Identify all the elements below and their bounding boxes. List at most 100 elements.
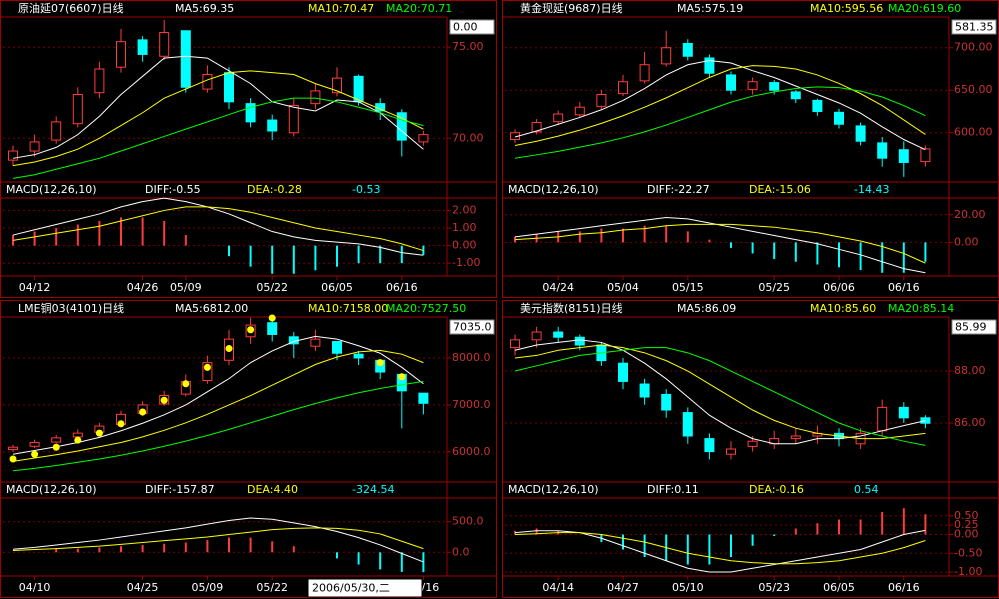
panel-border (0, 300, 497, 598)
macd-legend: DIFF:-22.27 (647, 183, 710, 196)
candle-body (159, 32, 170, 57)
candle-body (682, 42, 693, 57)
y-tick-label: 650.00 (954, 83, 993, 96)
candle-body (510, 339, 520, 349)
candle-body (920, 417, 931, 424)
panel-title: 美元指数(8151)日线 (520, 301, 623, 315)
ma-line (514, 347, 926, 446)
candle-body (224, 72, 234, 103)
candle-body (618, 81, 628, 95)
sar-dot (95, 429, 103, 437)
legend-entry: MA5:69.35 (175, 2, 234, 15)
candle-body (72, 94, 83, 125)
tooltip-text: 2006/05/30,二 (312, 582, 390, 595)
x-tick-label: 04/24 (542, 281, 574, 294)
legend-entry: MA20:70.71 (386, 2, 452, 15)
candle-body (704, 438, 715, 453)
legend-entry: MA10:7158.00 (308, 302, 388, 315)
ma-line (12, 335, 424, 455)
sar-dot (247, 326, 255, 334)
legend-entry: MA20:85.14 (888, 302, 954, 315)
ma-line (12, 97, 424, 179)
macd-value: -324.54 (352, 483, 394, 496)
x-tick-label: 05/10 (672, 581, 704, 594)
candle-body (834, 111, 844, 125)
candle-body (920, 148, 931, 163)
chart-panel: 黄金现延(9687)日线 MA5:575.19 MA10:595.56 MA20:61… (502, 0, 999, 298)
candle-body (353, 353, 364, 359)
ma-line (514, 344, 926, 440)
sar-dot (182, 380, 190, 388)
sar-dot (139, 408, 147, 416)
macd-line (514, 223, 926, 264)
candle-body (116, 41, 126, 68)
candle-body (310, 338, 321, 347)
candle-body (288, 104, 299, 134)
candle-body (574, 106, 585, 116)
sar-dot (203, 363, 211, 371)
macd-title: MACD(12,26,10) (6, 183, 97, 196)
y-tick-label: 7000.0 (452, 398, 491, 411)
macd-line (514, 529, 926, 573)
y-tick-label: 88.00 (954, 364, 986, 377)
x-tick-label: 05/04 (607, 281, 639, 294)
macd-line (12, 527, 424, 551)
x-tick-label: 05/15 (672, 281, 704, 294)
candle-body (661, 393, 672, 411)
sar-dot (9, 455, 17, 463)
legend-entry: MA10:85.60 (810, 302, 876, 315)
macd-legend: DEA:-0.16 (749, 483, 804, 496)
legend-entry: MA10:70.47 (308, 2, 374, 15)
candle-body (574, 336, 585, 346)
candle-body (726, 74, 736, 91)
candle-body (94, 68, 105, 94)
candle-body (877, 406, 888, 432)
y-tick-label: 2.00 (452, 203, 477, 216)
macd-line (514, 532, 926, 565)
macd-legend: DIFF:-0.55 (145, 183, 201, 196)
panel-border (0, 0, 497, 298)
x-tick-label: 04/14 (542, 581, 574, 594)
panel-title: 原油延07(6607)日线 (18, 1, 124, 15)
candle-body (661, 47, 672, 65)
macd-legend: DEA:-15.06 (749, 183, 811, 196)
x-tick-label: 04/26 (127, 281, 159, 294)
y-tick-label: -1.00 (954, 565, 982, 578)
legend-entry: MA20:7527.50 (386, 302, 466, 315)
macd-line (12, 197, 424, 256)
candle-body (704, 57, 715, 74)
ma-line (12, 380, 424, 472)
macd-title: MACD(12,26,10) (508, 183, 599, 196)
candle-body (418, 134, 429, 143)
candle-body (353, 75, 364, 103)
candle-body (137, 39, 148, 55)
macd-legend: DIFF:-157.87 (145, 483, 215, 496)
sar-dot (74, 436, 82, 444)
candle-body (639, 64, 650, 82)
macd-line (514, 217, 926, 274)
y-tick-label: 700.00 (954, 41, 993, 54)
candle-body (418, 392, 429, 404)
sar-dot (398, 373, 406, 381)
price-box (951, 319, 997, 335)
x-tick-label: 06/05 (823, 581, 855, 594)
candle-body (618, 362, 628, 382)
price-box-value: 7035.0 (453, 321, 492, 334)
chart-panel: 原油延07(6607)日线 MA5:69.35 MA10:70.47 MA20:70.… (0, 0, 497, 298)
chart-panel: LME铜03(4101)日线 MA5:6812.00 MA10:7158.00MA2… (0, 300, 497, 598)
ma-line (514, 339, 926, 445)
sar-dot (31, 450, 39, 458)
candle-body (51, 121, 62, 141)
legend-entry: MA10:595.56 (810, 2, 883, 15)
y-tick-label: 75.00 (452, 40, 484, 53)
macd-legend: DIFF:0.11 (647, 483, 699, 496)
y-tick-label: 6000.0 (452, 445, 491, 458)
y-tick-label: 1.00 (452, 221, 477, 234)
candle-body (726, 448, 736, 455)
candle-body (898, 149, 909, 163)
legend-entry: MA20:619.60 (888, 2, 961, 15)
candle-body (812, 99, 823, 112)
candle-body (531, 331, 542, 341)
panel-title: 黄金现延(9687)日线 (520, 1, 623, 15)
